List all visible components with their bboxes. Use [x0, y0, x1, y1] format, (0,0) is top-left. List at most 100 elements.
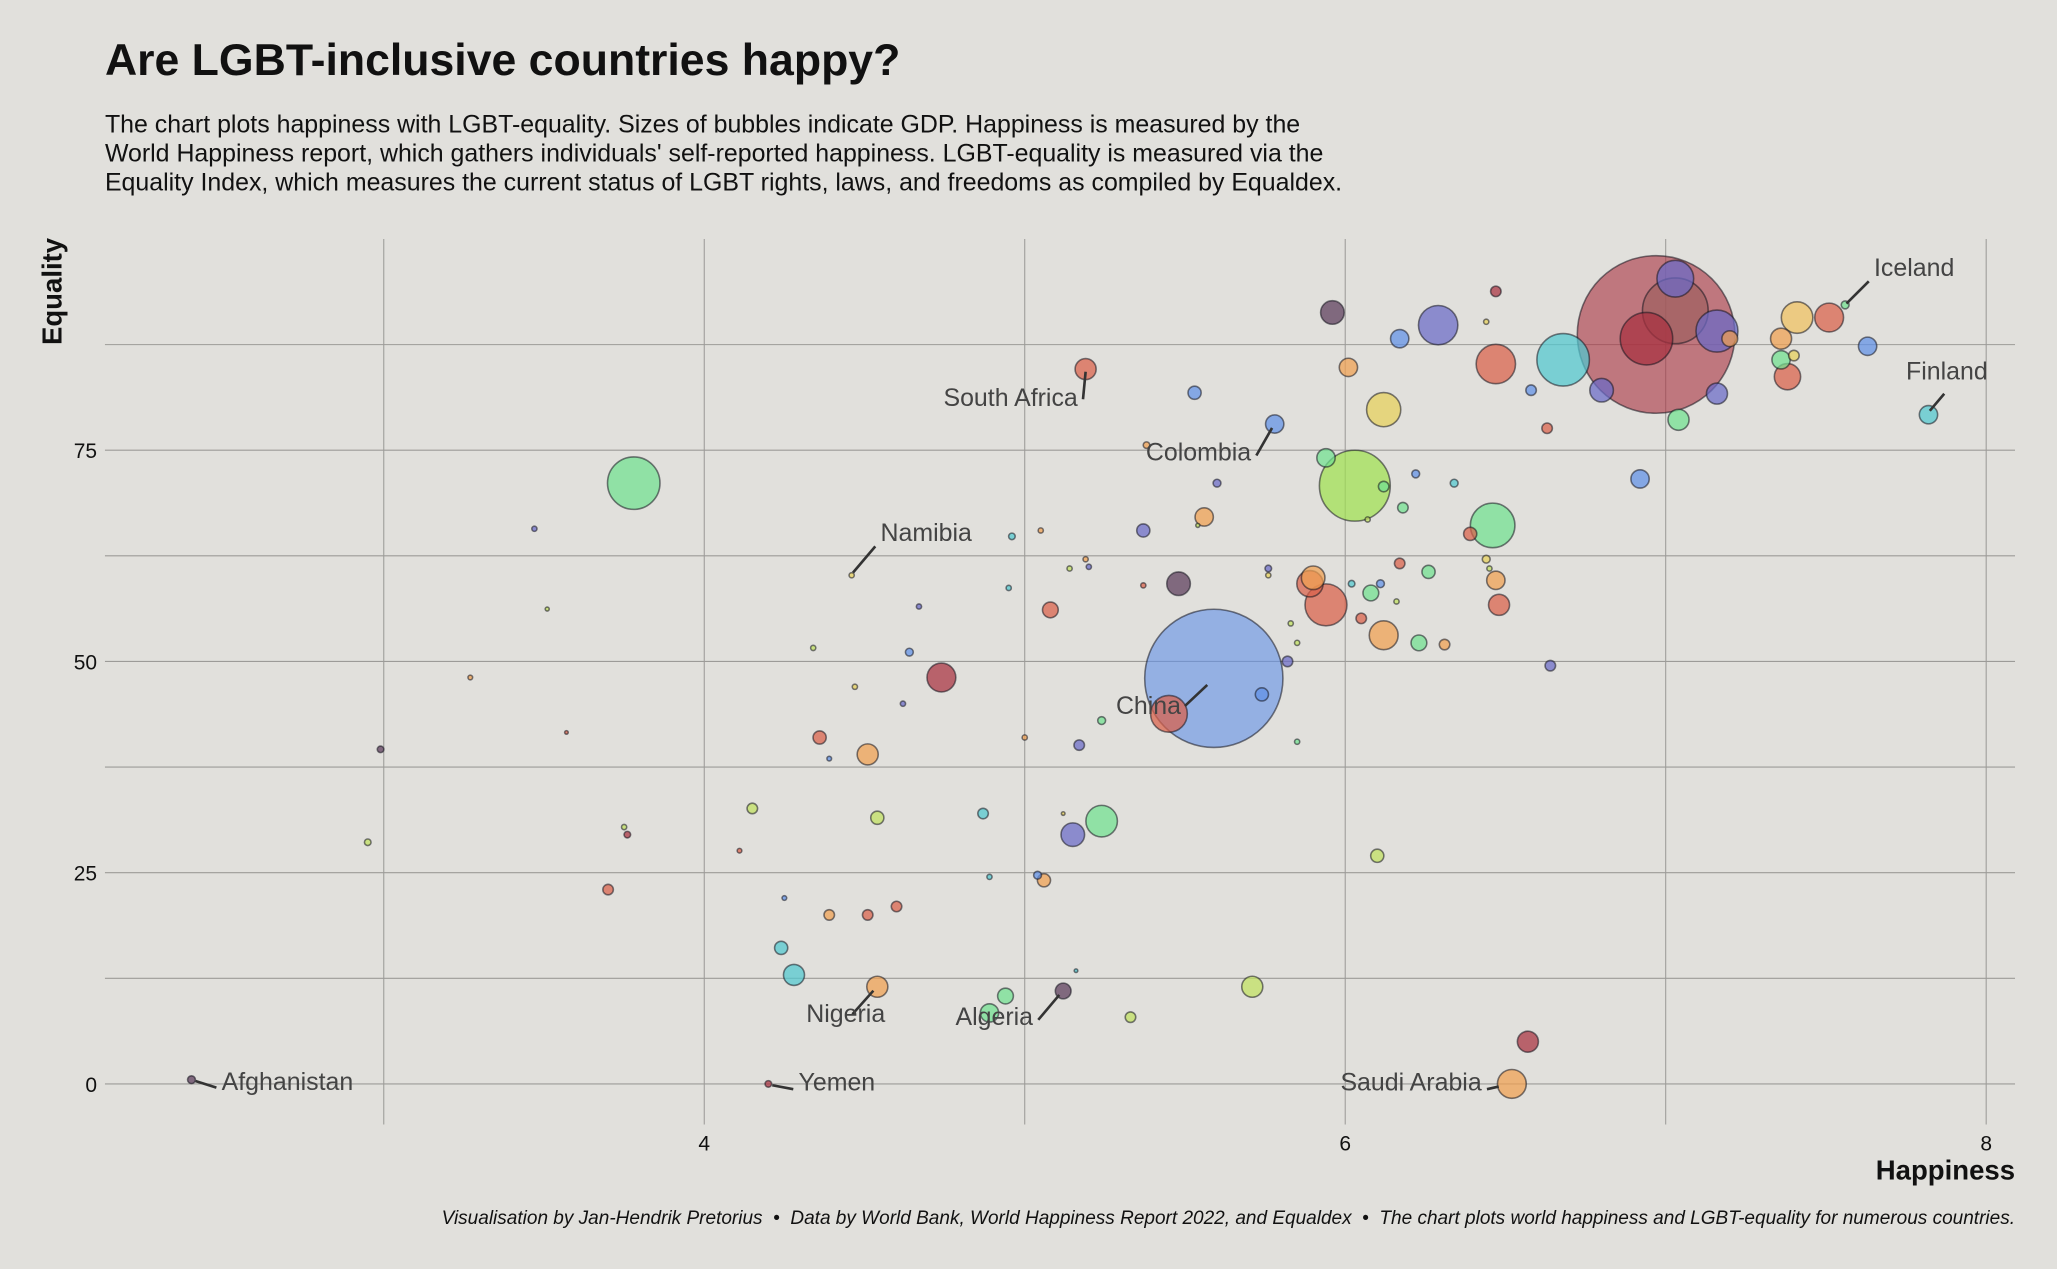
annotation-label: South Africa [943, 384, 1077, 412]
bubble [1142, 441, 1151, 450]
bubble [1073, 739, 1086, 752]
bubble [1389, 328, 1410, 349]
bubble [1037, 527, 1045, 534]
annotation-label: Iceland [1874, 254, 1954, 282]
bubble [861, 908, 874, 921]
annotation-leader [1486, 1085, 1500, 1091]
bubble [1667, 408, 1690, 432]
bubble [563, 729, 570, 736]
bubble [623, 830, 632, 839]
annotation-label: Saudi Arabia [1340, 1068, 1481, 1096]
bubble [1375, 579, 1386, 589]
bubble [1630, 469, 1650, 489]
bubble [467, 674, 474, 681]
y-tick-label: 75 [74, 440, 97, 463]
bubble [773, 940, 789, 956]
bubble [1007, 532, 1016, 541]
bubble [1393, 598, 1400, 605]
bubble [782, 963, 806, 987]
bubble [809, 644, 817, 652]
bubble [1396, 501, 1409, 514]
bubble [1139, 582, 1147, 589]
bubble [1496, 1068, 1528, 1100]
x-tick-label: 6 [1339, 1133, 1351, 1156]
bubble [851, 683, 859, 691]
bubble [1486, 565, 1493, 572]
bubble [1264, 571, 1272, 579]
bubble [1041, 601, 1060, 619]
bubble [1589, 377, 1615, 403]
bubble [531, 525, 538, 533]
bubble [1021, 734, 1029, 741]
bubble [1362, 584, 1380, 602]
bubbles [186, 254, 1939, 1100]
bubble [1365, 391, 1402, 428]
bubble [915, 603, 923, 610]
annotation-label: Namibia [881, 519, 973, 547]
bubble [746, 802, 759, 815]
grid: 0 25 50 75 4 6 8 [74, 238, 2016, 1156]
bubble [781, 894, 788, 902]
bubble [812, 730, 827, 745]
bubble [826, 755, 833, 762]
bubble [1475, 343, 1517, 385]
bubble [1462, 526, 1478, 542]
x-tick-label: 4 [698, 1133, 710, 1156]
bubble [986, 873, 993, 881]
bubble [1489, 285, 1502, 298]
bubble [926, 662, 957, 693]
bubble [1318, 449, 1392, 522]
bubble [186, 1074, 197, 1085]
bubble [1032, 870, 1043, 880]
bubble [1438, 638, 1451, 651]
bubble [606, 456, 661, 511]
bubble [1165, 571, 1192, 597]
bubble [620, 823, 628, 831]
annotation-label: Nigeria [806, 1000, 885, 1028]
bubble [1281, 655, 1294, 668]
bubble [1060, 822, 1086, 848]
annotations: Afghanistan Yemen Nigeria Algeria Namibia Sou… [195, 254, 1988, 1096]
chart-title: Are LGBT-inclusive countries happy? [105, 36, 900, 85]
annotation-leader [1928, 392, 1946, 412]
bubble [1368, 620, 1399, 651]
bubble [1369, 848, 1385, 864]
y-tick-label: 50 [74, 651, 97, 674]
bubble [1240, 975, 1264, 999]
bubble [602, 883, 615, 896]
bubble [1096, 715, 1107, 726]
bubble [1316, 447, 1336, 468]
bubble [1082, 555, 1090, 563]
bubble [1619, 311, 1674, 366]
annotation-leader [1081, 371, 1087, 400]
bubble [1918, 404, 1939, 425]
bubble [1060, 810, 1066, 817]
annotation-label: Yemen [799, 1068, 876, 1096]
bubble [1485, 570, 1506, 591]
bubble [1124, 1011, 1137, 1024]
bubble [1417, 304, 1459, 346]
annotation-leader [1255, 427, 1274, 457]
bubble [1857, 336, 1878, 357]
bubble [1300, 565, 1326, 591]
annotation-label: China [1116, 692, 1181, 720]
annotation-leader [851, 989, 875, 1016]
bubble [1355, 612, 1368, 625]
bubble [1516, 1030, 1540, 1053]
bubble [1656, 259, 1695, 298]
bubble [1264, 564, 1273, 573]
bubble [1769, 327, 1793, 350]
y-tick-label: 0 [85, 1074, 97, 1097]
bubble [848, 571, 856, 579]
bubble [1469, 502, 1516, 549]
y-tick-label: 25 [74, 863, 97, 886]
subtitle: The chart plots happiness with LGBT-equa… [105, 111, 1300, 139]
bubble [1721, 330, 1739, 348]
bubble [1541, 422, 1554, 435]
bubble [1005, 584, 1013, 592]
bubble [1449, 478, 1459, 488]
bubble [764, 1079, 773, 1088]
bubble [1085, 804, 1119, 838]
